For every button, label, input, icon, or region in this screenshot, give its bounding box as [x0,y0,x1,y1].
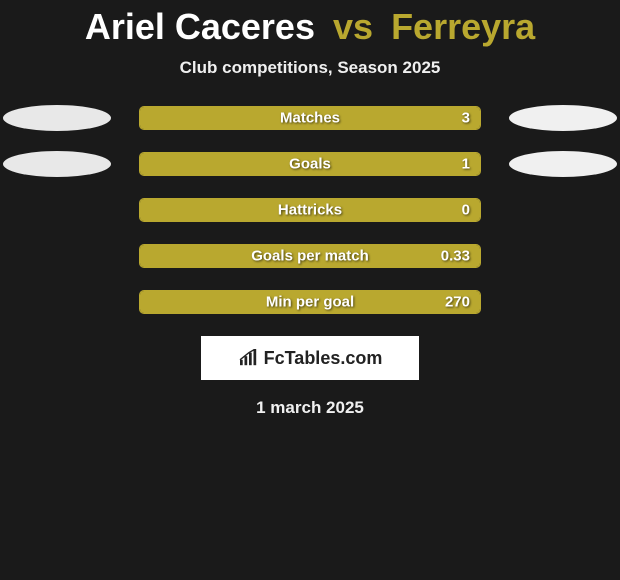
stat-row: Hattricks 0 [0,198,620,222]
player2-indicator [509,151,617,177]
date-text: 1 march 2025 [0,398,620,418]
stat-bar: Matches 3 [139,106,481,130]
stat-row: Goals 1 [0,152,620,176]
stat-label: Matches [280,110,340,127]
comparison-widget: Ariel Caceres vs Ferreyra Club competiti… [0,0,620,418]
page-title: Ariel Caceres vs Ferreyra [0,6,620,48]
stat-row: Goals per match 0.33 [0,244,620,268]
stat-value: 0 [462,202,470,219]
stat-bar: Goals 1 [139,152,481,176]
stat-value: 270 [445,294,470,311]
stat-value: 0.33 [441,248,470,265]
stat-value: 1 [462,156,470,173]
stat-value: 3 [462,110,470,127]
stat-label: Hattricks [278,202,342,219]
stat-bar: Hattricks 0 [139,198,481,222]
bar-chart-icon [238,349,260,367]
stat-row: Min per goal 270 [0,290,620,314]
stat-bar: Goals per match 0.33 [139,244,481,268]
player1-indicator [3,105,111,131]
stat-label: Goals per match [251,248,369,265]
player1-indicator [3,151,111,177]
brand-text: FcTables.com [264,348,383,369]
player2-name: Ferreyra [391,6,535,47]
stat-bar: Min per goal 270 [139,290,481,314]
stats-list: Matches 3 Goals 1 Hattricks 0 Goals per match 0… [0,106,620,314]
stat-label: Goals [289,156,331,173]
vs-text: vs [333,6,373,47]
stat-row: Matches 3 [0,106,620,130]
player2-indicator [509,105,617,131]
subtitle: Club competitions, Season 2025 [0,58,620,78]
brand-badge[interactable]: FcTables.com [201,336,419,380]
player1-name: Ariel Caceres [85,6,315,47]
stat-label: Min per goal [266,294,354,311]
